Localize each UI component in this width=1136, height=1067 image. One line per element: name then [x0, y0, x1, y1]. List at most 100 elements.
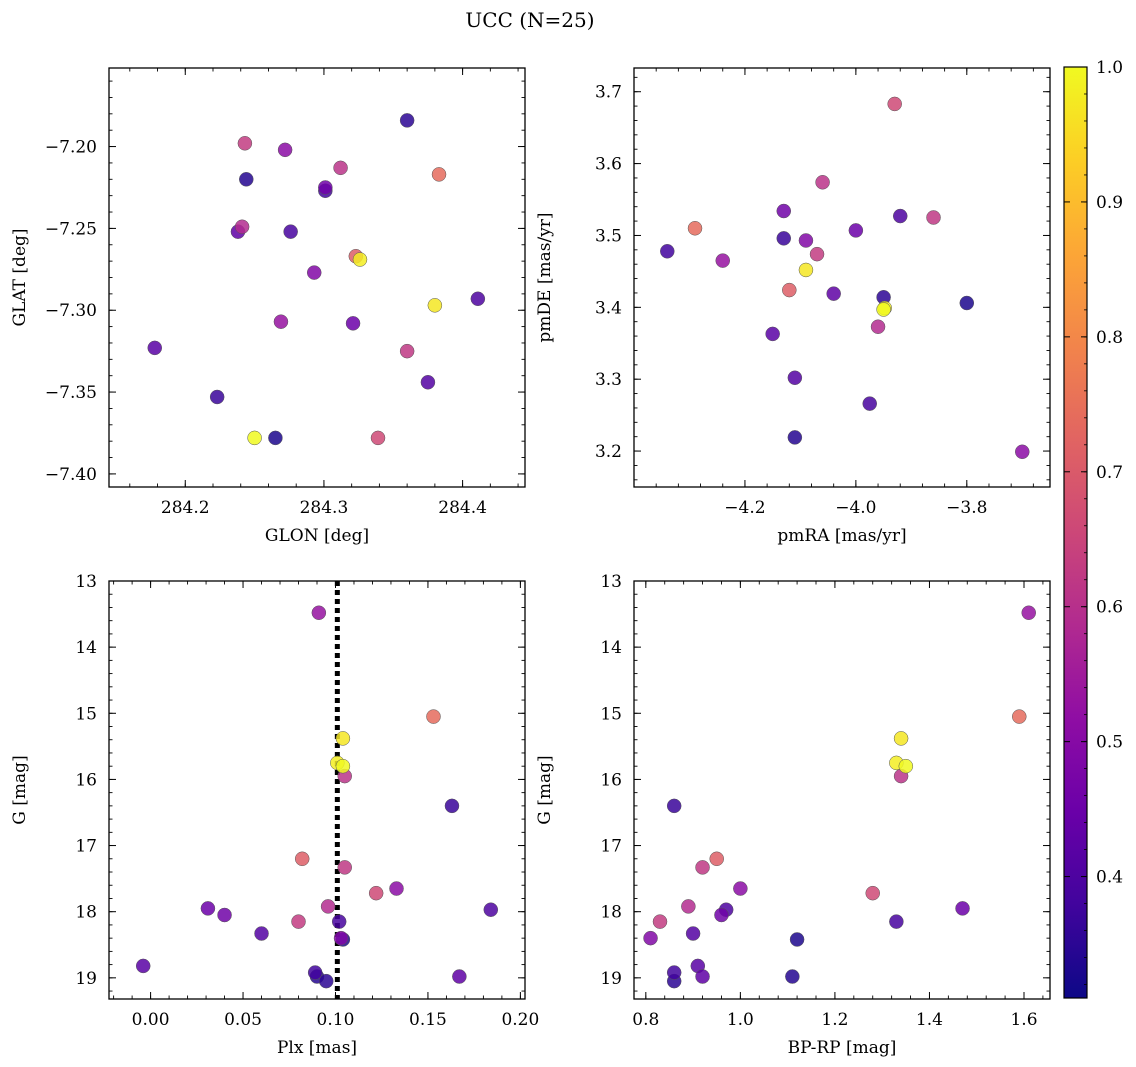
axes-frame: [108, 580, 526, 1000]
x-tick-label: 1.4: [916, 1010, 943, 1030]
data-point: [444, 798, 460, 814]
panel-pm: −4.2 −4.0 −3.8 3.2 3.3 3.4 3.5 3.6 3.7 pmRA [mas/…: [535, 67, 1051, 546]
data-point: [776, 231, 792, 246]
data-point: [470, 291, 486, 307]
data-point: [787, 430, 803, 445]
x-tick-label: 284.3: [300, 498, 349, 518]
data-point: [776, 203, 792, 219]
colorbar-gradient: [1063, 66, 1088, 999]
data-point: [217, 907, 232, 923]
data-point: [147, 340, 163, 356]
x-tick-label: 1.6: [1010, 1010, 1037, 1030]
data-point: [709, 851, 724, 867]
data-point: [889, 914, 904, 929]
data-point: [399, 113, 415, 128]
data-point: [320, 899, 336, 914]
data-point: [420, 375, 436, 390]
data-point: [789, 932, 805, 947]
x-tick-label: 0.00: [132, 1010, 170, 1030]
y-tick-label: 19: [600, 969, 622, 989]
data-point: [333, 160, 348, 176]
panel-plx-g: 0.00 0.05 0.10 0.15 0.20 13 14 15 16 17 18 19 Plx [m…: [10, 572, 539, 1058]
data-point: [399, 343, 415, 359]
y-tick-label: −7.30: [45, 301, 97, 321]
data-point: [1021, 605, 1036, 620]
x-tick-label: 1.0: [727, 1010, 754, 1030]
data-point: [959, 295, 975, 311]
data-point: [695, 969, 710, 984]
y-tick-label: 13: [75, 572, 97, 592]
data-point: [345, 316, 361, 331]
data-point: [862, 396, 877, 411]
data-point: [370, 430, 386, 446]
axes-frame: [633, 580, 1051, 1000]
x-tick-label: 284.2: [161, 498, 210, 518]
x-tick-label: 0.10: [317, 1010, 355, 1030]
data-point: [318, 180, 333, 195]
y-tick-label: 15: [600, 704, 622, 724]
x-tick-label: 284.4: [438, 498, 487, 518]
y-tick-label: 16: [600, 770, 622, 790]
data-point: [787, 370, 803, 386]
axes-frame: [633, 67, 1051, 488]
data-point: [652, 914, 668, 929]
x-axis-label: pmRA [mas/yr]: [777, 526, 906, 546]
data-point: [333, 930, 349, 946]
x-tick-label: 0.20: [501, 1010, 539, 1030]
data-point: [826, 286, 841, 301]
data-point: [765, 326, 780, 342]
data-point: [389, 881, 404, 896]
data-point: [283, 224, 298, 239]
colorbar-tick-label: 0.6: [1096, 598, 1123, 618]
data-point: [865, 885, 880, 901]
data-point: [782, 282, 797, 298]
y-tick-label: 3.3: [595, 370, 622, 390]
y-tick-label: −7.35: [45, 383, 97, 403]
y-axis-label: GLAT [deg]: [10, 228, 30, 326]
y-tick-label: 17: [75, 837, 97, 857]
y-tick-label: 3.5: [595, 226, 622, 246]
x-tick-label: 0.15: [409, 1010, 447, 1030]
data-point: [926, 210, 941, 225]
y-tick-label: −7.20: [45, 138, 97, 158]
x-tick-label: 1.2: [821, 1010, 848, 1030]
y-tick-label: 17: [600, 837, 622, 857]
colorbar-tick-label: 0.5: [1096, 733, 1123, 753]
data-point: [887, 96, 902, 112]
data-point: [666, 965, 682, 980]
x-tick-label: −3.8: [946, 498, 987, 518]
y-tick-label: 14: [600, 638, 622, 658]
y-tick-label: −7.25: [45, 219, 97, 239]
y-tick-label: 18: [600, 903, 622, 923]
y-tick-label: 16: [75, 770, 97, 790]
data-point: [848, 223, 864, 238]
x-tick-label: 0.8: [632, 1010, 659, 1030]
y-axis-label: pmDE [mas/yr]: [535, 212, 555, 342]
colorbar: 0.4 0.5 0.6 0.7 0.8 0.9 1.0: [1063, 58, 1123, 999]
data-point: [247, 430, 262, 446]
data-point: [870, 319, 886, 334]
y-tick-label: 14: [75, 638, 97, 658]
data-point: [809, 246, 825, 262]
data-point: [135, 958, 151, 974]
data-point: [427, 298, 443, 313]
data-point: [798, 233, 814, 248]
y-tick-label: 15: [75, 704, 97, 724]
data-point: [200, 901, 216, 916]
data-point: [483, 902, 499, 917]
x-axis-label: Plx [mas]: [277, 1038, 357, 1058]
panel-glat-glon: 284.2 284.3 284.4 −7.40 −7.35 −7.30 −7.25 −7.20…: [10, 67, 526, 546]
data-point: [715, 253, 730, 268]
data-point: [893, 731, 909, 746]
y-tick-label: 3.4: [595, 298, 622, 318]
data-point: [687, 221, 703, 236]
x-tick-label: −4.2: [724, 498, 765, 518]
data-point: [898, 758, 914, 774]
data-point: [331, 914, 347, 929]
colorbar-tick-label: 1.0: [1096, 58, 1123, 78]
colorbar-tick-label: 0.8: [1096, 328, 1123, 348]
data-point: [815, 175, 830, 190]
data-point: [318, 973, 334, 989]
data-point: [660, 244, 675, 259]
